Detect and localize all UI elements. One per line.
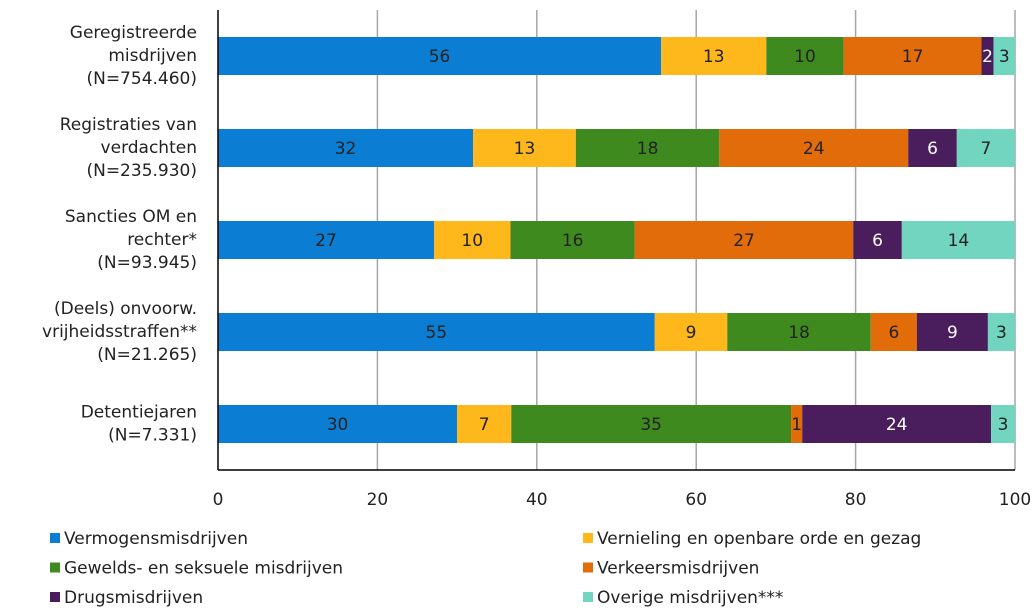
category-line: (N=235.930) [86, 161, 197, 181]
legend-label: Overige misdrijven*** [597, 588, 783, 608]
category-line: Registraties van [60, 115, 197, 135]
category-line: (N=7.331) [108, 426, 197, 446]
bar-segment [511, 405, 792, 443]
data-label: 9 [947, 323, 958, 343]
bar-segment [987, 313, 1015, 351]
x-tick-label: 60 [685, 490, 707, 510]
bar-segment [654, 313, 728, 351]
data-label: 18 [788, 323, 810, 343]
data-label: 3 [996, 323, 1007, 343]
legend-swatch [50, 592, 60, 602]
data-label: 7 [479, 415, 490, 435]
category-line: (N=21.265) [97, 345, 197, 365]
data-label: 3 [999, 47, 1010, 67]
legend-swatch [583, 562, 593, 573]
category-line: Sancties OM en [65, 207, 197, 227]
bar-segment [802, 405, 992, 443]
category-line: verdachten [101, 138, 197, 158]
category-line: rechter* [127, 230, 197, 250]
category-line: (N=93.945) [97, 253, 197, 273]
bar-segment [433, 221, 511, 259]
data-label: 2 [982, 47, 993, 67]
bar-segment [981, 37, 994, 75]
bar-segment [870, 313, 917, 351]
category-line: vrijheidsstraffen** [42, 322, 197, 342]
x-tick-label: 0 [213, 490, 224, 510]
bar-segment [661, 37, 767, 75]
x-tick-label: 80 [845, 490, 867, 510]
legend-swatch [50, 562, 60, 573]
category-label: Geregistreerde misdrijven (N=754.460) [70, 23, 197, 89]
x-tick-label: 40 [526, 490, 548, 510]
category-line: (Deels) onvoorw. [54, 299, 197, 319]
bar-segment [510, 221, 635, 259]
legend-label: Vernieling en openbare orde en gezag [597, 529, 921, 549]
data-label: 10 [461, 231, 483, 251]
legend-swatch [50, 533, 60, 543]
data-label: 55 [426, 323, 448, 343]
data-label: 18 [637, 139, 659, 159]
data-label: 1 [791, 415, 802, 435]
data-label: 16 [562, 231, 584, 251]
data-label: 3 [998, 415, 1009, 435]
data-label: 27 [315, 231, 337, 251]
bar-segment [218, 129, 474, 167]
bar-segment [956, 129, 1015, 167]
data-label: 30 [327, 415, 349, 435]
category-label: (Deels) onvoorw. vrijheidsstraffen** (N=21… [42, 299, 197, 365]
data-label: 24 [803, 139, 825, 159]
data-label: 35 [640, 415, 662, 435]
data-label: 17 [902, 47, 924, 67]
data-label: 14 [948, 231, 970, 251]
data-label: 56 [429, 47, 451, 67]
x-tick-label: 20 [367, 490, 389, 510]
bar-segment [901, 221, 1015, 259]
data-label: 6 [927, 139, 938, 159]
category-line: (N=754.460) [86, 69, 197, 89]
bar-segment [575, 129, 720, 167]
bar-segment [766, 37, 844, 75]
bar-segment [457, 405, 512, 443]
bar-segment [791, 405, 803, 443]
data-label: 9 [686, 323, 697, 343]
data-label: 32 [335, 139, 357, 159]
data-label: 6 [888, 323, 899, 343]
data-label: 13 [514, 139, 536, 159]
bar-segment [991, 405, 1015, 443]
bar-segment [634, 221, 854, 259]
bar-segment [473, 129, 576, 167]
bar-segment [853, 221, 902, 259]
data-label: 10 [794, 47, 816, 67]
category-line: misdrijven [108, 46, 197, 66]
bar-segment [843, 37, 982, 75]
category-label: Sancties OM en rechter* (N=93.945) [65, 207, 197, 273]
bar-segment [993, 37, 1015, 75]
bar-segment [218, 221, 434, 259]
legend-label: Gewelds- en seksuele misdrijven [64, 559, 343, 579]
bar-segment [727, 313, 871, 351]
bar-segment [908, 129, 957, 167]
legend-label: Verkeersmisdrijven [597, 559, 759, 579]
legend-swatch [583, 592, 593, 602]
x-tick-label: 100 [999, 490, 1031, 510]
legend-label: Vermogensmisdrijven [64, 529, 248, 549]
data-label: 6 [872, 231, 883, 251]
data-label: 13 [703, 47, 725, 67]
bar-segment [218, 405, 458, 443]
data-label: 7 [980, 139, 991, 159]
legend-swatch [583, 533, 593, 543]
bar-segment [218, 313, 655, 351]
category-line: Geregistreerde [70, 23, 197, 43]
bar-segment [719, 129, 909, 167]
bar-segment [218, 37, 662, 75]
data-label: 24 [886, 415, 908, 435]
category-label: Detentiejaren (N=7.331) [81, 403, 197, 446]
bar-segment [916, 313, 988, 351]
category-line: Detentiejaren [81, 403, 197, 423]
data-label: 27 [733, 231, 755, 251]
category-label: Registraties van verdachten (N=235.930) [60, 115, 197, 181]
legend-label: Drugsmisdrijven [64, 588, 203, 608]
